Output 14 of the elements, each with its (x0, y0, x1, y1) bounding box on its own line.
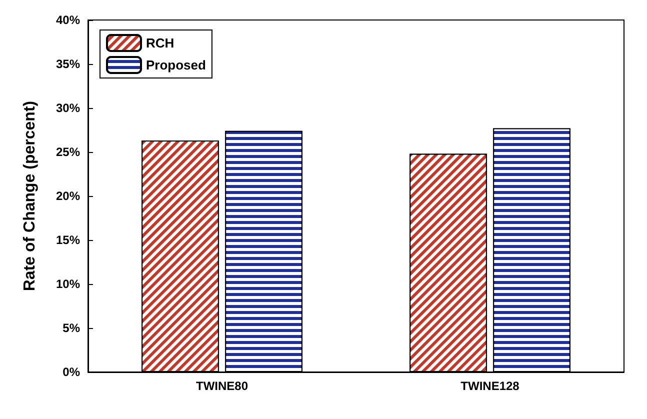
y-tick-label: 40% (56, 13, 80, 27)
x-tick-label: TWINE128 (460, 379, 520, 393)
y-tick-label: 10% (56, 277, 80, 291)
y-tick-label: 0% (62, 365, 80, 379)
y-tick-label: 15% (56, 233, 80, 247)
legend-label: RCH (146, 36, 174, 50)
y-tick-label: 30% (56, 101, 80, 115)
y-tick-label: 25% (56, 145, 80, 159)
y-axis-title: Rate of Change (percent) (22, 100, 38, 292)
y-tick-label: 5% (62, 321, 80, 335)
x-tick-label: TWINE80 (196, 379, 248, 393)
y-tick-label: 35% (56, 57, 80, 71)
y-tick-label: 20% (56, 189, 80, 203)
legend-label: Proposed (146, 58, 206, 72)
